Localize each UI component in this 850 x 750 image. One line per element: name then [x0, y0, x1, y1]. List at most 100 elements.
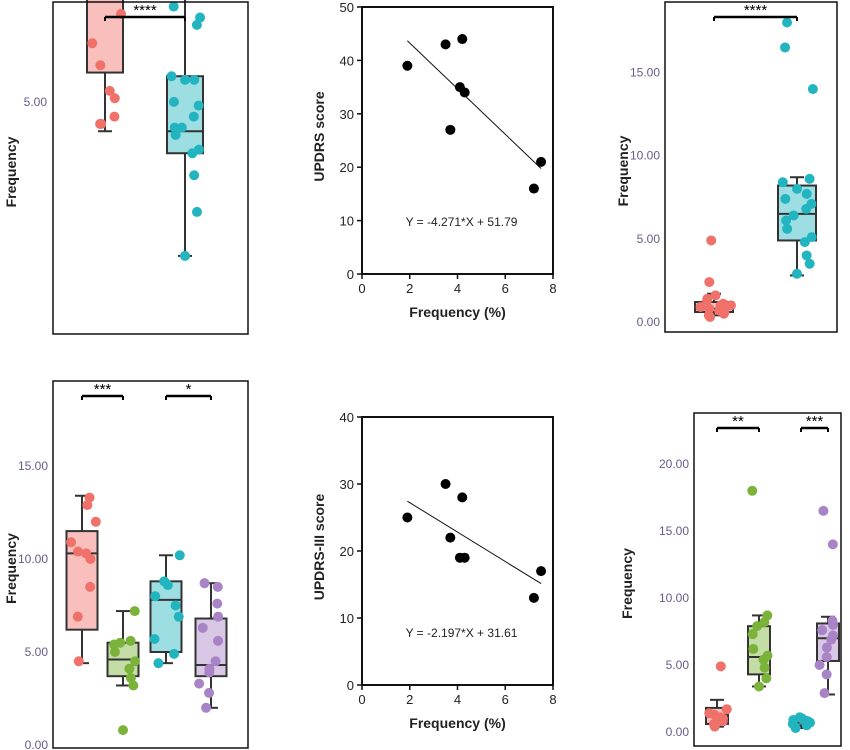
significance-label: * [186, 381, 192, 398]
data-point [193, 144, 204, 155]
data-point [115, 637, 126, 648]
data-point [189, 170, 200, 181]
data-point [792, 183, 803, 194]
data-point [528, 592, 539, 603]
data-point [780, 42, 791, 53]
x-tick-label: 6 [502, 281, 509, 296]
data-point [201, 702, 212, 713]
box [65, 530, 99, 631]
data-point [752, 621, 763, 632]
data-point [747, 629, 758, 640]
data-point [159, 576, 170, 587]
data-point [821, 651, 832, 662]
data-point [794, 712, 805, 723]
data-point [180, 250, 191, 261]
data-point [761, 673, 772, 684]
y-tick-label: 0.00 [25, 738, 49, 750]
data-point [788, 210, 799, 221]
x-tick-label: 0 [358, 692, 365, 707]
data-point [189, 74, 200, 85]
data-point [762, 610, 773, 621]
data-point [718, 298, 729, 309]
data-point [188, 111, 199, 122]
regression-line [407, 500, 542, 585]
y-tick-label: 20 [340, 160, 354, 175]
data-point [695, 302, 706, 313]
data-point [721, 704, 732, 715]
data-point [528, 183, 539, 194]
panel-frame [664, 1, 838, 333]
y-tick-label: 0.00 [666, 725, 690, 739]
data-point [150, 591, 161, 602]
y-axis-label: UPDRS score [311, 91, 327, 181]
data-point [95, 60, 106, 71]
significance-label: **** [744, 2, 768, 19]
data-point [459, 552, 470, 563]
data-point [710, 290, 721, 301]
data-point [445, 532, 456, 543]
data-point [204, 687, 215, 698]
y-tick-label: 30 [340, 107, 354, 122]
data-point [804, 173, 815, 184]
y-tick-label: 20 [340, 544, 354, 559]
x-tick-label: 4 [454, 281, 461, 296]
data-point [799, 237, 810, 248]
data-point [827, 630, 838, 641]
data-point [73, 656, 84, 667]
y-axis-label: Frequency [3, 533, 19, 604]
y-tick-label: 10 [340, 214, 354, 229]
panel-frame [52, 1, 249, 335]
data-point [125, 673, 136, 684]
x-tick-label: 6 [502, 692, 509, 707]
data-point [212, 581, 223, 592]
data-point [704, 277, 715, 288]
data-point [125, 635, 136, 646]
y-tick-label: 10.00 [18, 552, 48, 566]
data-point [149, 633, 160, 644]
data-point [170, 129, 181, 140]
y-tick-label: 15.00 [659, 524, 689, 538]
regression-equation: Y = -4.271*X + 51.79 [406, 215, 518, 229]
data-point [457, 492, 468, 503]
data-point [747, 485, 758, 496]
y-tick-label: 40 [340, 410, 354, 425]
y-tick-label: 15.00 [18, 459, 48, 473]
data-point [402, 60, 413, 71]
y-tick-label: 0 [347, 678, 354, 693]
data-point [807, 84, 818, 95]
data-point [204, 663, 215, 674]
data-point [212, 598, 223, 609]
data-point [66, 537, 77, 548]
x-tick-label: 2 [406, 692, 413, 707]
panel-frame [52, 380, 249, 749]
significance-label: **** [133, 2, 157, 19]
data-point [109, 93, 120, 104]
x-tick-label: 0 [358, 281, 365, 296]
x-axis-label: Frequency (%) [409, 304, 505, 320]
data-point [792, 268, 803, 279]
data-point [213, 611, 224, 622]
data-point [818, 505, 829, 516]
data-point [806, 232, 817, 243]
plot-frame [361, 416, 554, 686]
data-point [213, 635, 224, 646]
panel-frame [693, 412, 842, 747]
y-tick-label: 20.00 [659, 457, 689, 471]
data-point [536, 156, 547, 167]
data-point [194, 678, 205, 689]
data-point [440, 39, 451, 50]
regression-equation: Y = -2.197*X + 31.61 [406, 626, 518, 640]
data-point [118, 725, 129, 736]
data-point [748, 643, 759, 654]
data-point [174, 550, 185, 561]
y-tick-label: 40 [340, 53, 354, 68]
y-tick-label: 50 [340, 0, 354, 15]
data-point [104, 85, 115, 96]
data-point [210, 656, 221, 667]
y-axis-label: Frequency [615, 135, 631, 206]
data-point [780, 193, 791, 204]
plot-frame [361, 6, 554, 275]
data-point [817, 625, 828, 636]
